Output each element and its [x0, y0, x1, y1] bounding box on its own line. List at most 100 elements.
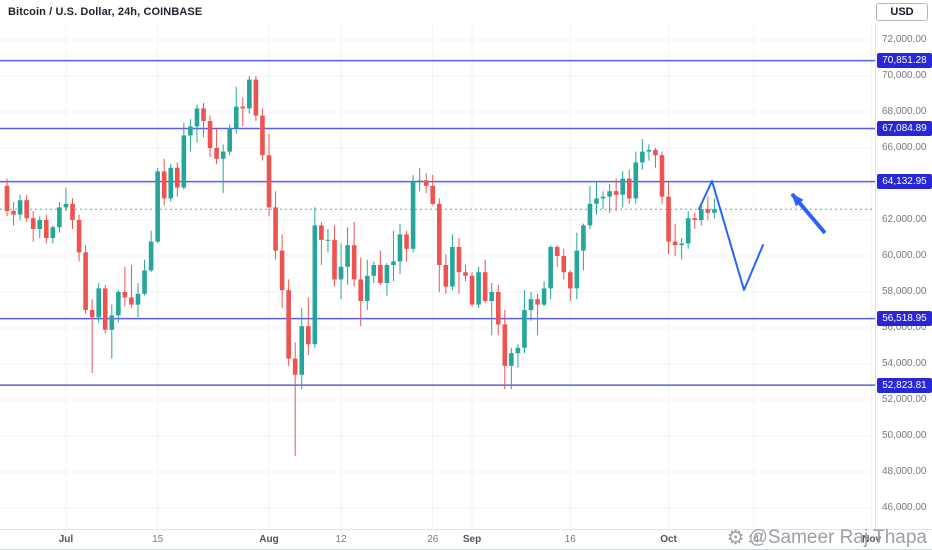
- candle-body: [358, 279, 363, 301]
- candle-body: [384, 265, 390, 283]
- time-axis-label: Nov: [862, 534, 882, 545]
- candle-body: [443, 265, 449, 287]
- candle-body: [607, 191, 612, 197]
- candle-body: [417, 180, 422, 183]
- price-axis-label: 54,000.00: [882, 358, 927, 369]
- candle-body: [325, 239, 331, 241]
- candle-body: [345, 245, 350, 267]
- candle-body: [613, 191, 619, 195]
- candle-body: [122, 292, 128, 298]
- candle-body: [102, 288, 108, 330]
- candle-body: [161, 171, 167, 199]
- candle-body: [495, 292, 501, 325]
- candle-body: [76, 220, 82, 253]
- candle-body: [679, 243, 684, 246]
- candle-body: [175, 167, 180, 188]
- candle-body: [554, 247, 560, 256]
- price-axis-label: 58,000.00: [882, 286, 927, 297]
- candle-body: [227, 128, 232, 152]
- candle-body: [338, 266, 344, 280]
- candle-body: [463, 272, 468, 276]
- candle-body: [332, 239, 337, 280]
- price-level-badge[interactable]: 64,132.95: [877, 174, 932, 190]
- time-axis-label: 12: [335, 534, 347, 545]
- candle-body: [568, 272, 573, 289]
- candle-body: [626, 178, 632, 199]
- candle-body: [430, 185, 436, 204]
- candle-body: [548, 247, 553, 289]
- candle-body: [306, 326, 311, 345]
- price-axis-label: 68,000.00: [882, 106, 927, 117]
- candle-body: [600, 196, 606, 199]
- candle-body: [502, 324, 508, 366]
- candle-body: [44, 220, 49, 238]
- candle-body: [646, 149, 652, 152]
- candle-body: [188, 126, 193, 136]
- time-axis-label: Jul: [58, 534, 74, 545]
- price-axis[interactable]: 72,000.0070,000.0068,000.0066,000.0064,0…: [875, 24, 932, 529]
- candle-body: [109, 315, 115, 330]
- candle-body: [594, 198, 599, 204]
- candle-body: [63, 203, 69, 208]
- candle-body: [201, 108, 206, 121]
- price-level-badge[interactable]: 70,851.28: [877, 53, 932, 69]
- time-axis[interactable]: Jul 15 Aug 12 26 Sep 16 Oct 14 Nov: [0, 529, 932, 550]
- candle-body: [207, 121, 213, 148]
- symbol-title: Bitcoin / U.S. Dollar, 24h, COINBASE: [8, 6, 203, 18]
- candle-body: [378, 265, 383, 283]
- candle-body: [24, 200, 29, 219]
- candle-body: [83, 252, 88, 310]
- candle-body: [116, 292, 121, 316]
- price-axis-label: 72,000.00: [882, 34, 927, 45]
- candle-body: [705, 209, 711, 213]
- price-axis-label: 70,000.00: [882, 70, 927, 81]
- trend-projection-drawing[interactable]: [698, 180, 764, 291]
- candle-body: [535, 299, 540, 305]
- candle-body: [253, 79, 259, 116]
- candle-body: [371, 265, 377, 276]
- arrow-drawing[interactable]: [790, 192, 827, 235]
- candle-body: [266, 155, 272, 208]
- candle-body: [456, 247, 462, 273]
- candle-body: [482, 272, 488, 301]
- price-level-badge[interactable]: 67,084.89: [877, 120, 932, 136]
- candle-body: [214, 148, 219, 159]
- candle-body: [37, 220, 43, 229]
- candle-body: [89, 310, 95, 318]
- candle-body: [666, 196, 671, 242]
- candle-body: [587, 203, 593, 226]
- candle-body: [437, 203, 442, 265]
- candle-body: [489, 292, 494, 301]
- candle-body: [712, 209, 717, 213]
- price-axis-label: 48,000.00: [882, 466, 927, 477]
- candle-body: [129, 297, 134, 305]
- candle-body: [194, 108, 200, 127]
- candle-body: [581, 225, 586, 251]
- candle-body: [541, 288, 547, 305]
- candle-body: [515, 347, 521, 354]
- candle-body: [30, 218, 36, 229]
- candle-body: [620, 178, 625, 195]
- candle-body: [574, 250, 580, 289]
- candle-body: [260, 115, 265, 156]
- price-axis-label: 56,000.00: [882, 322, 927, 333]
- candle-body: [11, 211, 16, 215]
- candle-body: [135, 293, 141, 305]
- candle-body: [148, 241, 154, 271]
- price-level-badge[interactable]: 52,823.81: [877, 377, 932, 393]
- candle-body: [351, 245, 357, 280]
- chart-plot-area[interactable]: [0, 0, 875, 529]
- candle-body: [404, 234, 409, 249]
- currency-toggle-button[interactable]: USD: [876, 3, 928, 21]
- candle-body: [168, 167, 174, 199]
- price-axis-label: 50,000.00: [882, 430, 927, 441]
- price-axis-label: 62,000.00: [882, 214, 927, 225]
- candle-body: [364, 275, 370, 301]
- price-level-badge[interactable]: 56,518.95: [877, 311, 932, 327]
- candle-body: [685, 218, 691, 244]
- candle-body: [522, 310, 527, 348]
- candle-body: [312, 225, 318, 345]
- time-axis-label: 16: [564, 534, 576, 545]
- candle-body: [640, 151, 645, 163]
